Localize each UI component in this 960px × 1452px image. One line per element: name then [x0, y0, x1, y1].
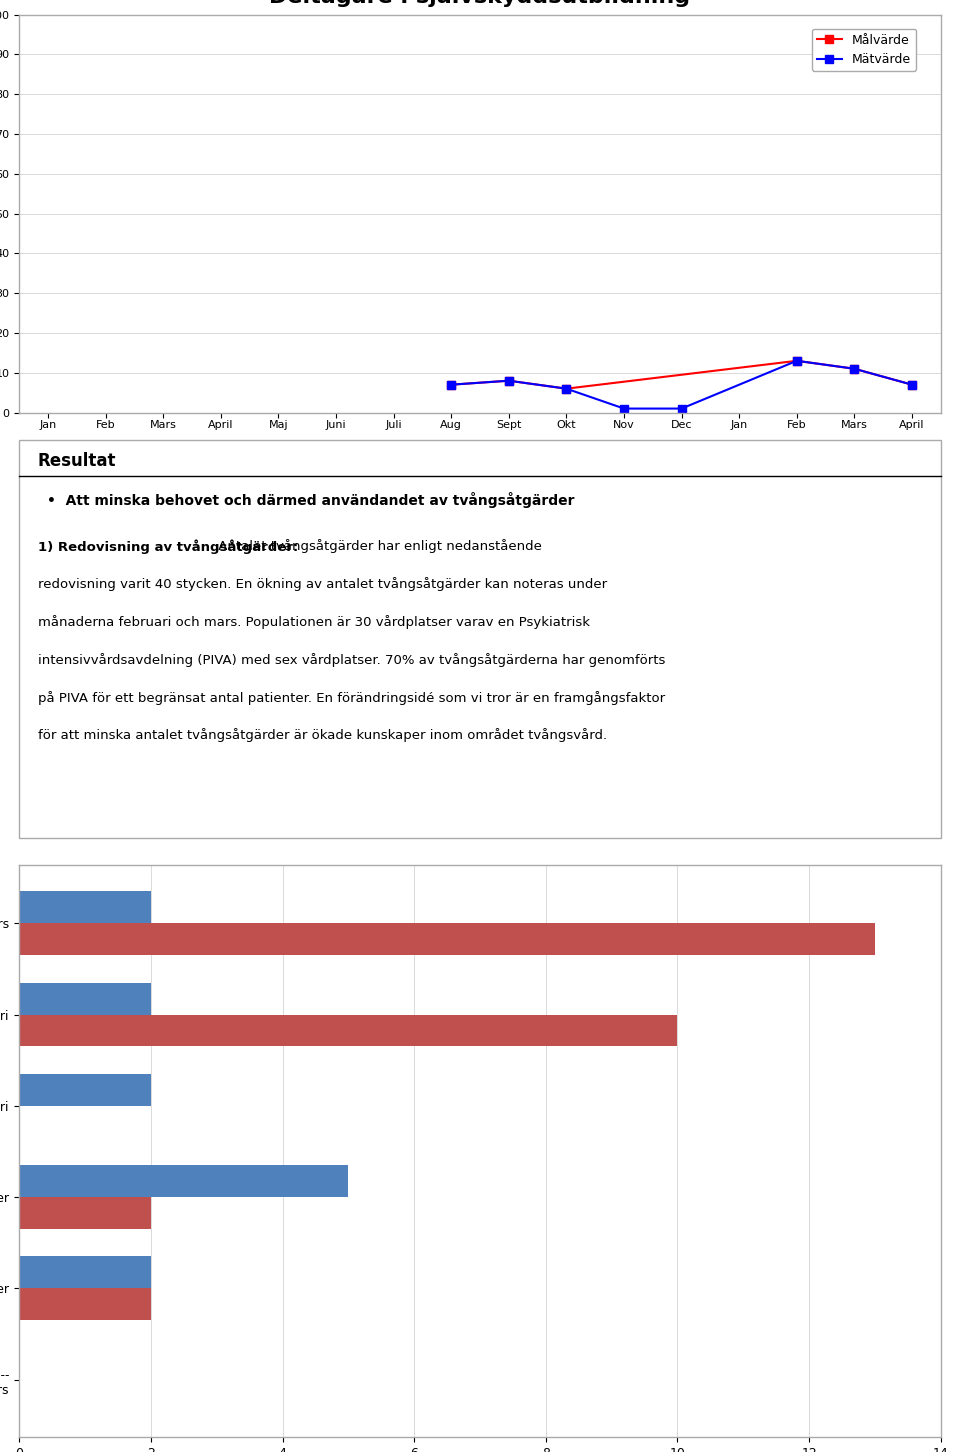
Title: Deltagare i självskyddsutbildning: Deltagare i självskyddsutbildning [270, 0, 690, 7]
Bar [19, 923, 875, 955]
Legend: Målvärde, Mätvärde: Målvärde, Mätvärde [812, 29, 916, 71]
Text: Resultat: Resultat [37, 452, 116, 470]
Bar [19, 1074, 151, 1106]
Bar [19, 1015, 678, 1047]
Bar [19, 1288, 151, 1320]
Bar [19, 892, 151, 923]
Bar [19, 1165, 348, 1196]
Text: redovisning varit 40 stycken. En ökning av antalet tvångsåtgärder kan noteras un: redovisning varit 40 stycken. En ökning … [37, 578, 607, 591]
Text: för att minska antalet tvångsåtgärder är ökade kunskaper inom området tvångsvård: för att minska antalet tvångsåtgärder är… [37, 729, 607, 742]
Bar [19, 1256, 151, 1288]
Text: på PIVA för ett begränsat antal patienter. En förändringsidé som vi tror är en f: på PIVA för ett begränsat antal patiente… [37, 691, 664, 704]
Bar [19, 983, 151, 1015]
Bar [19, 1196, 151, 1228]
Text: Antalet tvångsåtgärder har enligt nedanstående: Antalet tvångsåtgärder har enligt nedans… [214, 540, 541, 553]
Text: 1) Redovisning av tvångsåtgärder:: 1) Redovisning av tvångsåtgärder: [37, 540, 298, 555]
Text: intensivvårdsavdelning (PIVA) med sex vårdplatser. 70% av tvångsåtgärderna har g: intensivvårdsavdelning (PIVA) med sex vå… [37, 653, 665, 666]
Text: månaderna februari och mars. Populationen är 30 vårdplatser varav en Psykiatrisk: månaderna februari och mars. Populatione… [37, 616, 589, 629]
Text: •  Att minska behovet och därmed användandet av tvångsåtgärder: • Att minska behovet och därmed användan… [47, 492, 574, 508]
